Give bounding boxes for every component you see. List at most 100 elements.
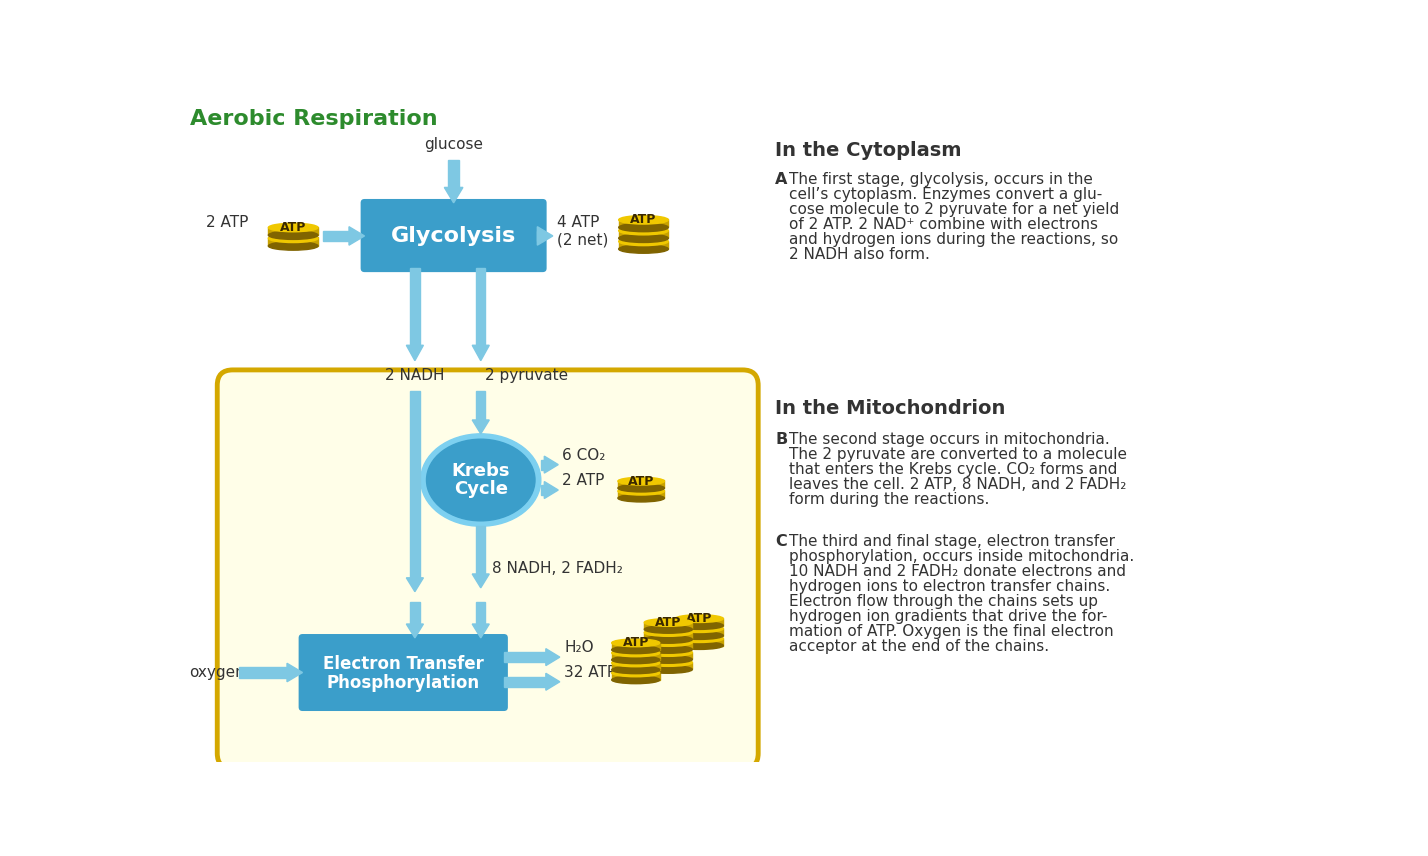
Bar	[618, 241, 668, 249]
Ellipse shape	[611, 639, 660, 647]
Text: The third and final stage, electron transfer: The third and final stage, electron tran…	[790, 534, 1115, 549]
Ellipse shape	[611, 646, 660, 654]
Text: hydrogen ions to electron transfer chains.: hydrogen ions to electron transfer chain…	[790, 579, 1111, 594]
Text: form during the reactions.: form during the reactions.	[790, 491, 990, 507]
Ellipse shape	[611, 659, 660, 667]
Bar	[644, 662, 693, 669]
Text: cose molecule to 2 pyruvate for a net yield: cose molecule to 2 pyruvate for a net yi…	[790, 202, 1120, 217]
Text: 2 NADH also form.: 2 NADH also form.	[790, 247, 930, 262]
Polygon shape	[407, 624, 423, 638]
Text: glucose: glucose	[424, 137, 483, 152]
Bar	[611, 663, 660, 670]
Bar	[611, 672, 660, 680]
Ellipse shape	[644, 649, 693, 657]
Text: ATP: ATP	[628, 475, 654, 488]
Bar	[410, 268, 420, 345]
Text: A: A	[775, 172, 788, 187]
Text: acceptor at the end of the chains.: acceptor at the end of the chains.	[790, 639, 1050, 654]
Ellipse shape	[675, 632, 724, 639]
Bar	[611, 652, 660, 660]
Text: Cycle: Cycle	[454, 480, 508, 498]
Bar	[541, 460, 544, 470]
Ellipse shape	[611, 676, 660, 684]
Text: phosphorylation, occurs inside mitochondria.: phosphorylation, occurs inside mitochond…	[790, 549, 1134, 564]
Bar	[644, 632, 693, 639]
Bar	[323, 230, 348, 241]
Text: 2 ATP: 2 ATP	[563, 473, 604, 488]
Polygon shape	[407, 345, 423, 360]
Polygon shape	[544, 456, 558, 473]
Text: In the Cytoplasm: In the Cytoplasm	[775, 141, 961, 160]
Text: 2 NADH: 2 NADH	[386, 368, 444, 383]
Text: cell’s cytoplasm. Enzymes convert a glu-: cell’s cytoplasm. Enzymes convert a glu-	[790, 187, 1102, 202]
FancyBboxPatch shape	[217, 370, 758, 769]
Bar	[504, 652, 545, 663]
FancyBboxPatch shape	[361, 199, 547, 272]
Text: mation of ATP. Oxygen is the final electron: mation of ATP. Oxygen is the final elect…	[790, 624, 1114, 639]
Bar	[611, 642, 660, 650]
Bar	[537, 230, 543, 241]
Text: hydrogen ion gradients that drive the for-: hydrogen ion gradients that drive the fo…	[790, 609, 1108, 624]
Ellipse shape	[618, 245, 668, 253]
Text: 32 ATP: 32 ATP	[564, 665, 617, 680]
Ellipse shape	[618, 484, 664, 492]
Text: oxygen: oxygen	[190, 665, 246, 680]
Text: In the Mitochondrion: In the Mitochondrion	[775, 399, 1005, 419]
Bar	[504, 677, 545, 687]
Ellipse shape	[644, 628, 693, 636]
Bar	[476, 268, 486, 345]
Ellipse shape	[644, 639, 693, 646]
Text: ATP: ATP	[623, 636, 648, 650]
Bar	[410, 391, 420, 578]
Text: ATP: ATP	[655, 616, 681, 629]
Ellipse shape	[268, 231, 318, 240]
Polygon shape	[544, 482, 558, 498]
Ellipse shape	[675, 625, 724, 633]
Text: 2 ATP: 2 ATP	[206, 215, 248, 229]
Ellipse shape	[618, 478, 664, 485]
Text: C: C	[775, 534, 787, 549]
Text: Krebs: Krebs	[451, 461, 510, 479]
Bar	[476, 391, 486, 420]
Text: ATP: ATP	[280, 221, 307, 234]
Ellipse shape	[427, 439, 536, 520]
Bar	[618, 480, 664, 488]
Ellipse shape	[421, 434, 541, 526]
Polygon shape	[287, 663, 303, 681]
Ellipse shape	[675, 621, 724, 629]
Ellipse shape	[644, 658, 693, 666]
Ellipse shape	[618, 494, 664, 502]
Bar	[268, 237, 318, 246]
Ellipse shape	[618, 216, 668, 224]
Text: ATP: ATP	[630, 213, 657, 226]
Polygon shape	[545, 649, 560, 666]
Ellipse shape	[268, 223, 318, 232]
Text: ATP: ATP	[685, 612, 713, 625]
Ellipse shape	[611, 649, 660, 657]
Bar	[268, 227, 318, 235]
Bar	[644, 642, 693, 650]
Text: and hydrogen ions during the reactions, so: and hydrogen ions during the reactions, …	[790, 232, 1118, 247]
Bar	[410, 602, 420, 624]
Polygon shape	[473, 624, 490, 638]
Bar	[644, 621, 693, 629]
Ellipse shape	[268, 241, 318, 250]
Ellipse shape	[644, 645, 693, 653]
Ellipse shape	[618, 237, 668, 246]
Text: leaves the cell. 2 ATP, 8 NADH, and 2 FADH₂: leaves the cell. 2 ATP, 8 NADH, and 2 FA…	[790, 477, 1127, 491]
Text: B: B	[775, 431, 787, 447]
Ellipse shape	[644, 619, 693, 627]
Text: Electron Transfer: Electron Transfer	[323, 655, 484, 673]
Ellipse shape	[644, 656, 693, 663]
Ellipse shape	[611, 656, 660, 663]
Polygon shape	[473, 420, 490, 434]
Text: H₂O: H₂O	[564, 640, 594, 656]
Ellipse shape	[611, 666, 660, 674]
Text: Glycolysis: Glycolysis	[391, 225, 517, 246]
Text: The first stage, glycolysis, occurs in the: The first stage, glycolysis, occurs in t…	[790, 172, 1092, 187]
Text: 8 NADH, 2 FADH₂: 8 NADH, 2 FADH₂	[493, 561, 623, 576]
Bar	[675, 618, 724, 626]
Polygon shape	[473, 345, 490, 360]
Text: 4 ATP: 4 ATP	[557, 215, 600, 229]
Text: Phosphorylation: Phosphorylation	[327, 674, 480, 692]
